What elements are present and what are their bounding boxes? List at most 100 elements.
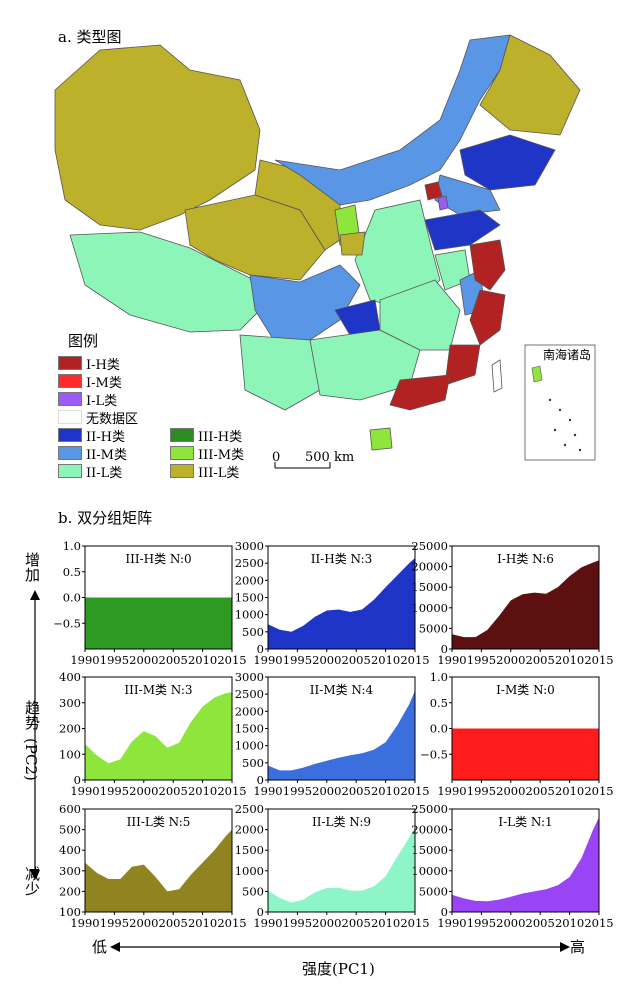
x-tick-label: 2010 <box>555 916 584 930</box>
y-tick-label: 20000 <box>411 823 448 837</box>
legend-title: 图例 <box>68 332 99 350</box>
x-tick-label: 2010 <box>371 916 400 930</box>
y-axis-arrow <box>30 590 40 880</box>
x-axis-arrow <box>110 942 570 952</box>
y-axis-middle-label: 趋势 <box>23 700 41 730</box>
x-tick-label: 2010 <box>188 784 217 798</box>
y-tick-label: 1000 <box>235 608 264 622</box>
map-region-sichuan <box>249 264 361 351</box>
x-tick-label: 2015 <box>217 653 246 667</box>
legend-label: III-M类 <box>198 448 245 463</box>
y-tick-label: 200 <box>59 722 81 736</box>
y-tick-label: 0 <box>74 773 81 787</box>
y-tick-label: 0.0 <box>430 722 448 736</box>
x-tick-label: 1995 <box>467 653 496 667</box>
y-tick-label: 400 <box>59 843 81 857</box>
x-tick-label: 1990 <box>437 784 466 798</box>
x-tick-label: 2000 <box>129 784 158 798</box>
x-tick-label: 2015 <box>584 916 613 930</box>
y-tick-label: 2500 <box>235 556 264 570</box>
chart-frame <box>267 808 416 913</box>
x-tick-label: 2005 <box>342 653 371 667</box>
chart-title: I-L类 N:1 <box>498 815 552 829</box>
y-tick-label: 20000 <box>411 560 448 574</box>
x-tick-label: 2005 <box>159 784 188 798</box>
y-tick-label: 0 <box>257 642 264 656</box>
legend-swatch <box>58 392 82 406</box>
y-tick-label: 1000 <box>235 739 264 753</box>
legend-swatch <box>58 428 82 442</box>
y-tick-label: 500 <box>242 756 264 770</box>
chart-title: I-H类 N:6 <box>497 552 554 566</box>
x-tick-label: 1990 <box>70 916 99 930</box>
chart-panel: I-H类 N:6 0 5000 10000 15000 20000 25000 1990 199… <box>411 539 613 667</box>
y-tick-label: 1500 <box>235 722 264 736</box>
x-tick-label: 1990 <box>437 916 466 930</box>
y-tick-label: −0.5 <box>53 616 81 630</box>
map-region-jilin <box>459 134 556 191</box>
chart-area <box>85 829 232 912</box>
y-tick-label: 600 <box>59 802 81 816</box>
x-tick-label: 2005 <box>159 916 188 930</box>
y-tick-label: 2000 <box>235 573 264 587</box>
y-tick-label: 3000 <box>235 539 264 553</box>
y-axis-top-label: 增加 <box>23 552 41 582</box>
y-tick-label: 2500 <box>235 802 264 816</box>
map-region-heilongjiang <box>479 34 581 136</box>
x-tick-label: 2005 <box>526 916 555 930</box>
legend-label: I-H类 <box>86 358 120 373</box>
x-axis-left-label: 低 <box>92 938 108 956</box>
x-tick-label: 1995 <box>467 784 496 798</box>
x-tick-label: 2005 <box>342 784 371 798</box>
chart-title: I-M类 N:0 <box>496 683 555 697</box>
y-tick-label: 1500 <box>235 843 264 857</box>
map-region-inner-mongolia <box>274 34 511 206</box>
x-tick-label: 1995 <box>283 784 312 798</box>
y-tick-label: 5000 <box>419 621 448 635</box>
x-tick-label: 1990 <box>253 916 282 930</box>
chart-area <box>452 728 599 780</box>
chart-area <box>452 817 599 912</box>
y-tick-label: 2000 <box>235 704 264 718</box>
x-tick-label: 1990 <box>70 653 99 667</box>
y-tick-label: 1500 <box>235 591 264 605</box>
y-tick-label: 200 <box>59 884 81 898</box>
chart-title: II-H类 N:3 <box>311 552 373 566</box>
x-tick-label: 2015 <box>400 916 429 930</box>
x-tick-label: 2005 <box>526 653 555 667</box>
chart-panel: II-M类 N:4 0 500 1000 1500 2000 2500 3000 1990 199… <box>235 670 430 798</box>
chart-title: II-L类 N:9 <box>312 815 371 829</box>
legend-label: 无数据区 <box>86 412 139 427</box>
x-tick-label: 2005 <box>342 916 371 930</box>
y-tick-label: 0.0 <box>63 591 81 605</box>
y-tick-label: 100 <box>59 905 81 919</box>
legend-swatch <box>170 464 194 478</box>
map-region-zhejiang <box>469 289 506 346</box>
legend-swatch <box>170 428 194 442</box>
chart-panel: III-L类 N:5 100 200 300 400 500 600 1990 1995 2000… <box>59 802 247 930</box>
y-tick-label: 5000 <box>419 884 448 898</box>
chart-frame <box>451 545 600 650</box>
x-tick-label: 2015 <box>584 653 613 667</box>
legend-label: II-L类 <box>86 466 123 481</box>
y-tick-label: 25000 <box>411 802 448 816</box>
x-tick-label: 2005 <box>159 653 188 667</box>
y-tick-label: 300 <box>59 864 81 878</box>
y-tick-label: 0 <box>257 773 264 787</box>
y-tick-label: 1.0 <box>63 539 81 553</box>
y-tick-label: 100 <box>59 747 81 761</box>
chart-area <box>452 560 599 649</box>
legend-swatch <box>58 464 82 478</box>
matrix-title: b. 双分组矩阵 <box>58 509 153 527</box>
legend-swatch <box>58 410 82 424</box>
inset-title: 南海诸岛 <box>543 348 592 362</box>
legend-swatch <box>58 356 82 370</box>
x-tick-label: 2015 <box>400 784 429 798</box>
x-axis-right-label: 高 <box>570 938 586 956</box>
chart-area <box>268 827 415 912</box>
map-region-hainan <box>369 427 393 451</box>
map-region-tibet <box>69 231 261 333</box>
x-tick-label: 2000 <box>496 653 525 667</box>
